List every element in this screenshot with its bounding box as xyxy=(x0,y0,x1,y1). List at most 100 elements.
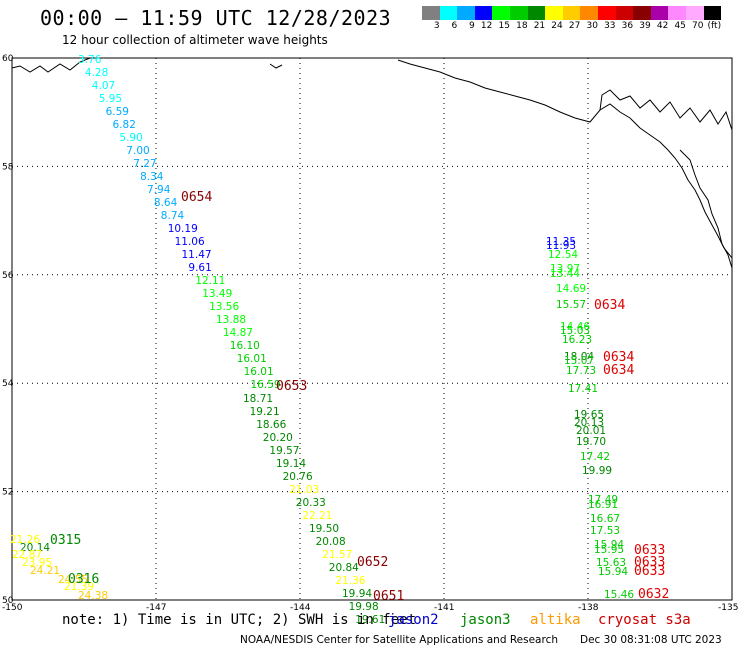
color-swatch xyxy=(509,6,528,20)
wave-height-label: 9.61 xyxy=(188,262,211,274)
wave-height-label: 20.84 xyxy=(329,562,359,574)
longitude-tick-label: -144 xyxy=(290,603,311,613)
wave-height-label: 24.55 xyxy=(58,574,88,586)
wave-height-label: 22.87 xyxy=(12,549,42,561)
longitude-tick-label: -138 xyxy=(578,603,599,613)
latitude-tick-label: 56 xyxy=(2,271,14,281)
wave-height-label: 16.59 xyxy=(251,379,281,391)
wave-height-label: 21.26 xyxy=(10,534,40,546)
legend-cryosat: cryosat s3a xyxy=(598,612,691,628)
wave-height-label: 19.65 xyxy=(574,409,604,421)
wave-height-label: 19.70 xyxy=(576,436,606,448)
wave-height-label: 19.14 xyxy=(276,458,306,470)
wave-height-label: 17.49 xyxy=(588,494,618,506)
latitude-tick-label: 50 xyxy=(2,596,14,606)
color-scale-tick: 70 xyxy=(692,21,704,31)
color-scale-tick: 24 xyxy=(551,21,563,31)
wave-height-label: 6.59 xyxy=(106,106,129,118)
page-title: 00:00 – 11:59 UTC 12/28/2023 xyxy=(40,6,392,30)
pass-time-label: 0654 xyxy=(181,190,212,205)
latitude-tick-label: 54 xyxy=(2,379,14,389)
wave-height-label: 20.33 xyxy=(296,497,326,509)
wave-height-label: 8.34 xyxy=(140,171,164,183)
color-swatch xyxy=(615,6,634,20)
color-swatch xyxy=(668,6,686,20)
wave-height-label: 11.47 xyxy=(182,249,212,261)
wave-height-label: 7.94 xyxy=(147,184,171,196)
pass-time-label: 0634 xyxy=(594,298,625,313)
color-swatch xyxy=(492,6,510,20)
color-scale-labels: 3 6 9 12 15 18 21 24 27 30 33 36 39 42 45 70 (ft) xyxy=(422,21,721,31)
coastline xyxy=(679,149,733,269)
color-swatch xyxy=(685,6,704,20)
wave-height-label: 18.04 xyxy=(564,351,594,363)
wave-height-label: 20.14 xyxy=(20,542,50,554)
color-swatch xyxy=(703,6,722,20)
legend-altika: altika xyxy=(530,612,581,628)
wave-height-label: 20.20 xyxy=(263,432,293,444)
wave-height-label: 19.50 xyxy=(309,523,339,535)
wave-height-label: 20.76 xyxy=(283,471,313,483)
wave-height-label: 4.07 xyxy=(92,80,115,92)
wave-height-label: 22.21 xyxy=(302,510,332,522)
wave-height-label: 20.08 xyxy=(316,536,346,548)
wave-height-label: 18.66 xyxy=(256,419,286,431)
wave-height-label: 20.13 xyxy=(574,417,604,429)
pass-time-label: 0316 xyxy=(68,572,99,587)
color-swatch xyxy=(562,6,581,20)
color-scale-tick: 33 xyxy=(604,21,616,31)
color-scale-bar xyxy=(422,6,722,20)
pass-time-label: 0653 xyxy=(276,379,307,394)
wave-height-label: 21.57 xyxy=(322,549,352,561)
color-scale-tick: 36 xyxy=(621,21,634,31)
color-scale-tick: 30 xyxy=(586,21,598,31)
legend-jason3: jason3 xyxy=(460,612,511,628)
wave-height-label: 13.88 xyxy=(216,314,246,326)
pass-time-label: 0633 xyxy=(634,564,665,579)
longitude-tick-label: -141 xyxy=(434,603,454,613)
color-scale-tick: 27 xyxy=(568,21,581,31)
latitude-tick-label: 60 xyxy=(2,54,14,64)
wave-height-label: 15.63 xyxy=(596,557,626,569)
color-scale-tick: 21 xyxy=(533,21,546,31)
wave-height-label: 14.87 xyxy=(223,327,253,339)
map-frame xyxy=(11,57,733,601)
wave-height-label: 15.03 xyxy=(560,325,590,337)
wave-height-label: 7.00 xyxy=(126,145,149,157)
wave-height-label: 3.76 xyxy=(78,54,102,66)
color-scale-tick: 6 xyxy=(451,21,458,31)
wave-height-label: 19.61 xyxy=(355,614,385,626)
wave-height-label: 24.21 xyxy=(30,565,60,577)
wave-height-label: 8.74 xyxy=(161,210,185,222)
footer-date: Dec 30 08:31:08 UTC 2023 xyxy=(580,634,722,646)
wave-height-label: 11.06 xyxy=(175,236,205,248)
wave-height-label: 14.46 xyxy=(560,321,590,333)
wave-height-label: 14.69 xyxy=(556,283,586,295)
wave-height-label: 7.27 xyxy=(133,158,156,170)
footer-credit: NOAA/NESDIS Center for Satellite Applica… xyxy=(240,634,558,646)
wave-height-label: 15.94 xyxy=(594,539,624,551)
coastline xyxy=(397,59,733,259)
wave-height-label: 16.01 xyxy=(244,366,274,378)
color-swatch xyxy=(597,6,616,20)
wave-height-label: 16.91 xyxy=(588,499,618,511)
wave-height-label: 17.41 xyxy=(568,383,598,395)
coastline xyxy=(599,89,733,131)
color-swatch xyxy=(439,6,458,20)
wave-height-label: 16.01 xyxy=(237,353,267,365)
wave-height-label: 17.53 xyxy=(590,525,620,537)
coastline xyxy=(269,63,283,69)
wave-height-label: 13.44 xyxy=(550,268,580,280)
wave-height-label: 10.19 xyxy=(168,223,198,235)
wave-height-label: 16.10 xyxy=(230,340,260,352)
wave-height-label: 15.95 xyxy=(594,544,624,556)
legend-jason2: jason2 xyxy=(388,612,439,628)
pass-time-label: 0652 xyxy=(357,555,388,570)
coastline xyxy=(11,57,91,73)
wave-height-label: 15.57 xyxy=(556,299,586,311)
color-scale-tick: 18 xyxy=(516,21,528,31)
color-scale-tick: 9 xyxy=(469,21,475,31)
wave-height-label: 16.67 xyxy=(590,513,620,525)
longitude-tick-label: -147 xyxy=(146,603,166,613)
color-swatch xyxy=(633,6,651,20)
